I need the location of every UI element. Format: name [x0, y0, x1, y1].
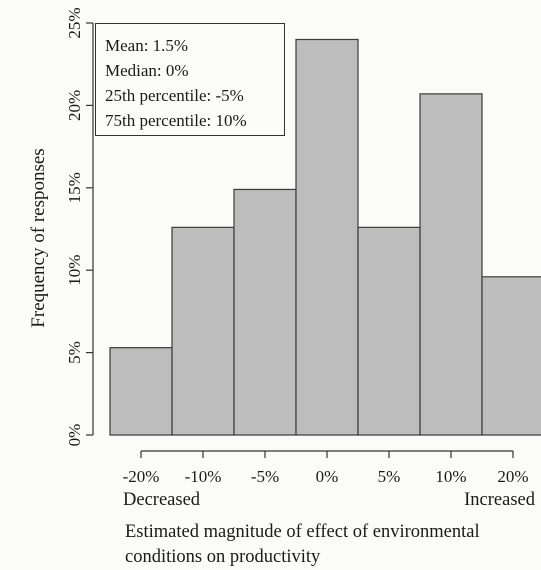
- stat-75th-percentile: 75th percentile: 10%: [105, 111, 247, 130]
- x-tick-label: -20%: [123, 467, 160, 486]
- y-tick-label: 5%: [65, 341, 84, 364]
- summary-stats-box: Mean: 1.5% Median: 0% 25th percentile: -…: [95, 23, 285, 136]
- bar-0: [109, 347, 173, 436]
- x-end-label-decreased: Decreased: [123, 490, 201, 510]
- y-tick-label: 25%: [65, 7, 84, 38]
- bar-3: [295, 38, 359, 436]
- y-tick-label: 10%: [65, 255, 84, 286]
- bar-4: [357, 226, 421, 436]
- x-tick-label: -5%: [251, 467, 279, 486]
- stat-mean: Mean: 1.5%: [105, 36, 189, 55]
- x-tick-label: 0%: [316, 467, 339, 486]
- y-tick-label: 15%: [65, 172, 84, 203]
- y-axis: 0% 5% 10% 15% 20% 25%: [65, 7, 94, 447]
- x-tick-label: -10%: [185, 467, 222, 486]
- stat-25th-percentile: 25th percentile: -5%: [105, 86, 244, 105]
- bar-6: [481, 276, 541, 436]
- y-axis-label: Frequency of responses: [28, 148, 49, 327]
- x-axis-label: Estimated magnitude of effect of environ…: [125, 522, 480, 567]
- stat-median: Median: 0%: [105, 61, 189, 80]
- y-tick-label: 0%: [65, 424, 84, 447]
- y-tick-label: 20%: [65, 90, 84, 121]
- bar-5: [419, 93, 483, 436]
- x-tick-label: 20%: [497, 467, 528, 486]
- bar-2: [233, 188, 297, 436]
- bars-group: [109, 38, 541, 436]
- x-axis: -20% -10% -5% 0% 5% 10% 20%: [123, 450, 529, 486]
- x-tick-label: 10%: [435, 467, 466, 486]
- x-end-label-increased: Increased: [464, 490, 535, 510]
- x-tick-label: 5%: [378, 467, 401, 486]
- bar-1: [171, 226, 235, 436]
